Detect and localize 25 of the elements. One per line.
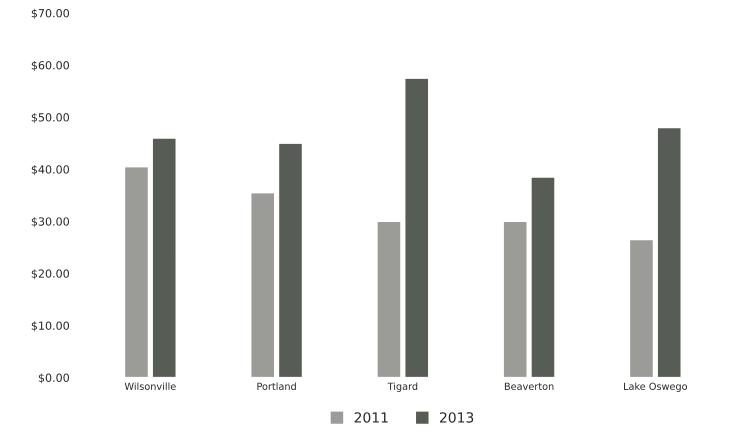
x-tick-label: Portland [257, 382, 296, 390]
y-tick-label: $20.00 [32, 269, 69, 280]
bar [124, 166, 150, 378]
y-tick-label: $30.00 [32, 217, 69, 228]
bar [278, 142, 304, 378]
y-tick-label: $50.00 [32, 112, 69, 124]
bar [628, 238, 654, 378]
legend-label: 2011 [354, 412, 388, 423]
y-tick-label: $60.00 [32, 60, 69, 71]
bar [250, 192, 276, 378]
x-tick-label: Tigard [388, 382, 418, 392]
bar [656, 126, 682, 378]
y-tick-label: $10.00 [32, 321, 69, 332]
bar [376, 220, 402, 378]
x-tick-label: Beaverton [504, 382, 554, 390]
bar [152, 137, 177, 378]
y-tick-label: $70.00 [32, 8, 69, 19]
bar [404, 77, 430, 378]
x-tick-label: Wilsonville [124, 382, 176, 390]
y-tick-label: $40.00 [32, 165, 69, 176]
y-tick-label: $0.00 [38, 373, 69, 384]
legend-label: 2013 [440, 412, 474, 423]
x-tick-label: Lake Oswego [624, 382, 688, 392]
bar [502, 220, 528, 378]
bar [530, 176, 556, 378]
